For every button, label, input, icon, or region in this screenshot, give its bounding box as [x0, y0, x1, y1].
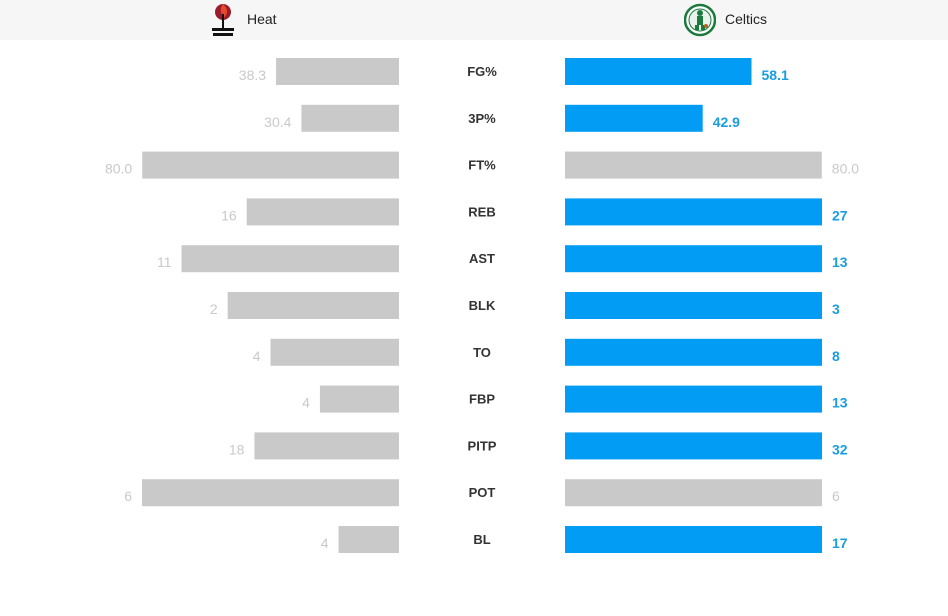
heat-bar-reb: [246, 198, 399, 226]
heat-bar-to: [270, 338, 399, 366]
heat-bar-fbp: [319, 385, 399, 413]
stat-label-3p-pct: 3P%: [468, 111, 496, 126]
celtics-bar-fbp: [565, 385, 822, 413]
stat-label-to: TO: [473, 345, 491, 360]
heat-value-blk: 2: [210, 301, 218, 317]
celtics-bar-blk: [565, 292, 822, 319]
celtics-bar-ft-pct: [565, 151, 822, 179]
celtics-value-pot: 6: [832, 488, 840, 504]
celtics-bar-3p-pct: [565, 104, 703, 132]
team-header: Heat Celtics: [0, 0, 948, 40]
heat-value-ast: 11: [157, 254, 172, 270]
team-comparison-chart: 38.3 58.1 FG% 30.4 42.9 3P% 80.0 80.0 FT% 16 27 REB…: [105, 58, 859, 553]
heat-bar-bl: [338, 526, 399, 553]
stat-label-reb: REB: [468, 204, 495, 219]
celtics-value-fbp: 13: [832, 395, 848, 411]
heat-value-pot: 6: [124, 488, 132, 504]
heat-value-fbp: 4: [302, 395, 310, 411]
home-team-name: Heat: [247, 11, 277, 27]
stat-label-blk: BLK: [469, 298, 496, 313]
celtics-bar-reb: [565, 198, 822, 226]
heat-value-bl: 4: [321, 535, 329, 551]
celtics-value-3p-pct: 42.9: [713, 114, 740, 130]
celtics-bar-bl: [565, 526, 822, 553]
celtics-value-bl: 17: [832, 535, 848, 551]
heat-logo-icon: [212, 4, 234, 36]
celtics-value-fg-pct: 58.1: [762, 67, 789, 83]
celtics-value-ft-pct: 80.0: [832, 161, 859, 177]
heat-value-to: 4: [253, 348, 261, 364]
heat-bar-pot: [142, 479, 399, 507]
celtics-logo-icon: [684, 3, 716, 37]
heat-value-reb: 16: [221, 207, 237, 223]
heat-value-ft-pct: 80.0: [105, 161, 132, 177]
heat-bar-pitp: [254, 432, 399, 460]
away-team-name: Celtics: [725, 11, 768, 27]
celtics-bar-pot: [565, 479, 822, 507]
heat-bar-3p-pct: [301, 104, 399, 132]
celtics-bar-ast: [565, 245, 822, 273]
stat-label-pitp: PITP: [468, 438, 497, 453]
stat-label-fbp: FBP: [469, 392, 495, 407]
celtics-bar-pitp: [565, 432, 822, 460]
celtics-value-to: 8: [832, 348, 840, 364]
stat-label-fg-pct: FG%: [467, 64, 497, 79]
heat-value-3p-pct: 30.4: [264, 114, 291, 130]
stat-label-ast: AST: [469, 251, 495, 266]
celtics-value-ast: 13: [832, 254, 848, 270]
celtics-value-blk: 3: [832, 301, 840, 317]
heat-bar-ft-pct: [142, 151, 399, 179]
heat-bar-ast: [181, 245, 399, 273]
celtics-value-pitp: 32: [832, 441, 848, 457]
celtics-bar-fg-pct: [565, 58, 752, 85]
stat-label-bl: BL: [473, 532, 490, 547]
celtics-value-reb: 27: [832, 207, 848, 223]
celtics-bar-to: [565, 338, 822, 366]
heat-bar-fg-pct: [276, 58, 399, 85]
heat-value-pitp: 18: [229, 441, 245, 457]
stat-label-pot: POT: [469, 485, 496, 500]
heat-value-fg-pct: 38.3: [239, 67, 266, 83]
stat-label-ft-pct: FT%: [468, 158, 496, 173]
heat-bar-blk: [227, 292, 399, 319]
